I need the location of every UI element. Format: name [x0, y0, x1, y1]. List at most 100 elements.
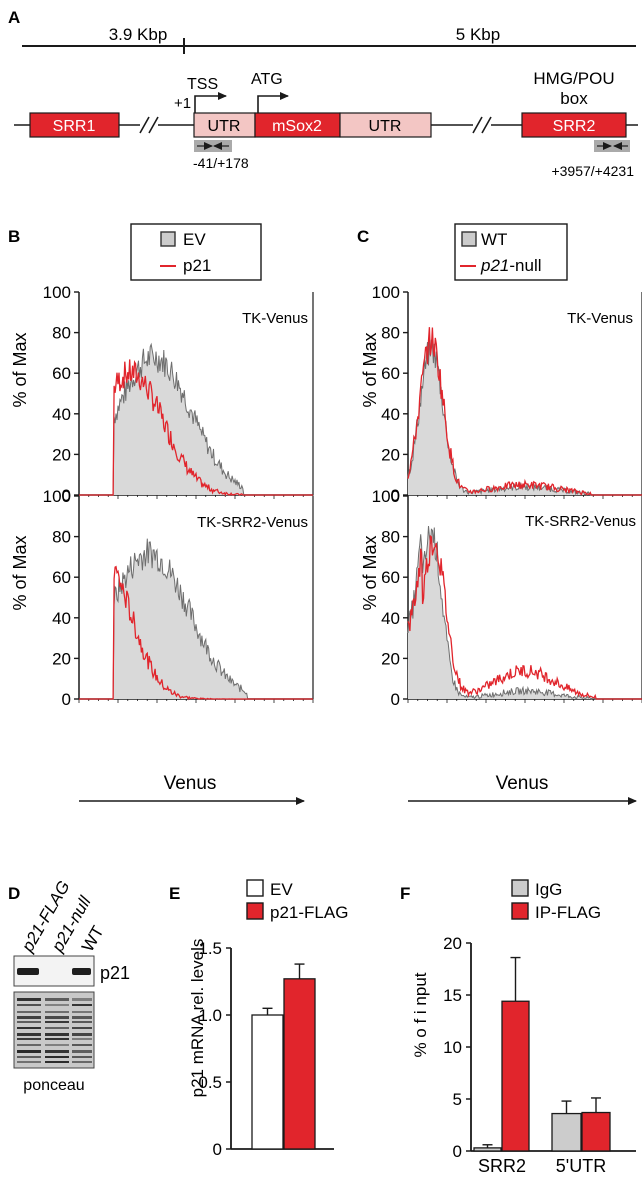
legend-c-ref-label: WT	[481, 230, 507, 249]
y-axis-label-e: p21 mRNA rel. levels	[188, 939, 207, 1098]
ponceau-band	[45, 1027, 69, 1029]
srr1-label: SRR1	[53, 118, 96, 135]
break-mark-left	[139, 116, 150, 134]
title-b-bottom: TK-SRR2-Venus	[197, 514, 308, 531]
ref-histogram-fill	[79, 344, 313, 495]
ponceau-band	[72, 1050, 92, 1053]
y-tick-label: 60	[52, 364, 71, 383]
ponceau-band	[45, 1004, 69, 1006]
y-tick-label: 100	[372, 487, 400, 506]
y-tick-label: 15	[443, 986, 462, 1005]
msox2-label: mSox2	[272, 118, 322, 135]
legend-f-swatch-igg	[511, 879, 529, 897]
ponceau-band	[45, 1044, 69, 1046]
panel-b: B EV p21 % of Max % of Max 020406080100 …	[8, 223, 314, 805]
atg-arrow-icon	[257, 92, 289, 113]
y-tick-label: 10	[443, 1038, 462, 1057]
ref-histogram-fill	[79, 538, 313, 699]
legend-e-swatch-ev	[246, 879, 264, 897]
y-tick-label: 100	[372, 283, 400, 302]
ponceau-band	[72, 998, 92, 1001]
atg-label: ATG	[251, 71, 283, 88]
break-mark-right	[481, 116, 492, 134]
ponceau-band	[17, 998, 41, 1001]
band-label: p21	[100, 963, 130, 983]
y-tick-label: 0	[62, 486, 71, 505]
y-tick-label: 100	[43, 283, 71, 302]
y-tick-label: 80	[52, 528, 71, 547]
ponceau-band	[17, 1011, 41, 1013]
panel-letter-d: D	[8, 884, 20, 903]
x-category-label: 5'UTR	[556, 1156, 606, 1176]
hmg-box-label: box	[560, 89, 588, 108]
ponceau-band	[17, 1044, 41, 1046]
ponceau-band	[17, 1027, 41, 1029]
panel-d: D p21-FLAG p21-null WT p21 ponceau	[8, 878, 130, 1094]
ponceau-band	[72, 1033, 92, 1036]
panel-e: E EV p21-FLAG p21 mRNA rel. levels 0 0.5 1…	[169, 879, 348, 1159]
y-tick-label: 20	[381, 445, 400, 464]
test-histogram-line	[79, 565, 313, 701]
y-axis-label-b-bottom: % of Max	[10, 535, 30, 610]
ponceau-band	[17, 1016, 41, 1019]
bar	[551, 1112, 582, 1152]
ponceau-band	[17, 1004, 41, 1006]
histogram-c-top: 0 20 40 60 80 100	[372, 283, 642, 505]
bar	[581, 1111, 611, 1152]
tss-label: TSS	[187, 76, 218, 93]
y-tick-label: 40	[52, 405, 71, 424]
y-tick-label: 60	[52, 568, 71, 587]
primer-left-label: -41/+178	[193, 155, 249, 171]
break-mark-right	[472, 116, 483, 134]
title-b-top: TK-Venus	[242, 310, 308, 327]
ponceau-band	[72, 1027, 92, 1029]
y-tick-label: 100	[43, 487, 71, 506]
panel-letter-a: A	[8, 8, 20, 27]
ponceau-band	[17, 1038, 41, 1040]
x-category-label: SRR2	[478, 1156, 526, 1176]
test-histogram-line	[407, 534, 642, 700]
panel-letter-e: E	[169, 884, 180, 903]
ponceau-band	[72, 1044, 92, 1046]
utr-right-label: UTR	[369, 118, 402, 135]
y-tick-label: 40	[381, 405, 400, 424]
plus-one-label: +1	[174, 95, 191, 112]
y-tick-label: 40	[381, 609, 400, 628]
srr2-box	[521, 112, 627, 138]
hmg-pou-label: HMG/POU	[533, 69, 614, 88]
ponceau-bands	[17, 998, 92, 1063]
test-histogram-line	[407, 327, 642, 496]
ponceau-band	[17, 1061, 41, 1063]
x-axis-label-c: Venus	[496, 773, 549, 794]
title-c-bottom: TK-SRR2-Venus	[525, 513, 636, 530]
y-tick-label: 0	[453, 1142, 462, 1161]
y-tick-label: 80	[381, 324, 400, 343]
ponceau-band	[72, 1061, 92, 1063]
bar	[501, 1000, 530, 1152]
ponceau-band	[17, 1021, 41, 1023]
test-histogram-line	[79, 359, 313, 497]
stain-label: ponceau	[23, 1077, 84, 1094]
y-tick-label: 80	[52, 324, 71, 343]
legend-e-label: p21-FLAG	[270, 903, 348, 922]
ponceau-band	[17, 1050, 41, 1053]
legend-swatch-ref	[160, 231, 176, 247]
y-tick-label: 0	[213, 1140, 222, 1159]
histogram-c-bottom: 0 20 40 60 80 100	[372, 487, 642, 709]
bar-chart-f: 0 5 10 15 20 SRR2 5'UTR	[443, 934, 636, 1176]
x-axis-label-b: Venus	[164, 773, 217, 794]
bar-chart-e: 0 0.5 1.0 1.5	[198, 939, 334, 1159]
y-tick-label: 1.0	[198, 1006, 222, 1025]
y-axis-label-b-top: % of Max	[10, 332, 30, 407]
y-tick-label: 20	[52, 445, 71, 464]
bar	[473, 1147, 502, 1152]
legend-f-label: IgG	[535, 880, 562, 899]
y-tick-label: 80	[381, 528, 400, 547]
ponceau-band	[45, 998, 69, 1001]
span-label-left: 3.9 Kbp	[109, 25, 168, 44]
legend-b	[130, 223, 262, 281]
ponceau-band	[45, 1061, 69, 1063]
y-tick-label: 0	[391, 486, 400, 505]
bar	[283, 978, 316, 1150]
